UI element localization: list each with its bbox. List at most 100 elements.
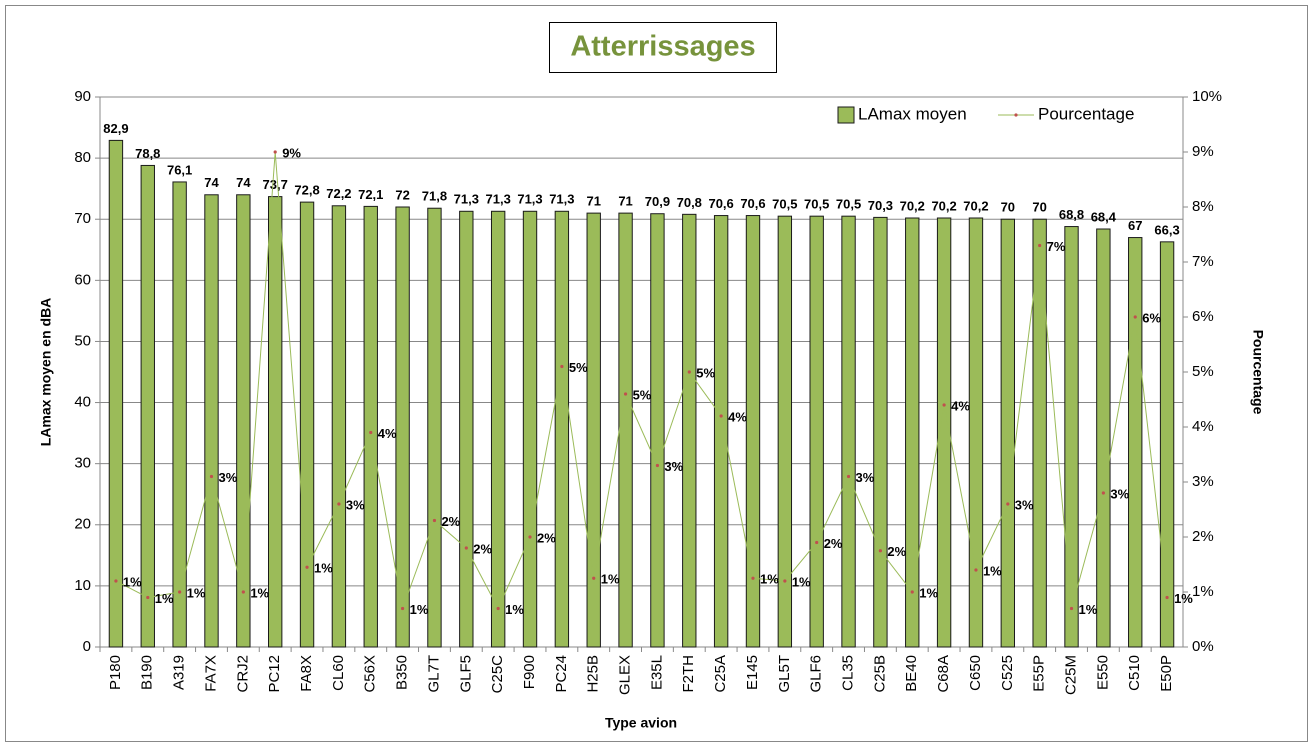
line-marker	[815, 540, 819, 545]
bar	[1064, 226, 1079, 648]
line-marker	[401, 606, 405, 611]
x-tick-label: C650	[967, 655, 984, 691]
y2-tick-label: 1%	[1192, 583, 1214, 600]
x-tick-label: PC24	[553, 655, 570, 693]
line-value-label: 4%	[951, 398, 970, 413]
x-tick-label: PC12	[266, 655, 283, 693]
x-tick-label: C510	[1126, 655, 1143, 691]
line-value-label: 1%	[983, 563, 1002, 578]
bar	[299, 201, 315, 648]
bar-value-label: 71,3	[454, 192, 479, 207]
line-value-label: 3%	[856, 470, 875, 485]
line-marker	[846, 474, 851, 479]
bar	[1096, 228, 1111, 648]
bar	[777, 215, 793, 648]
bar-value-label: 72,8	[294, 183, 319, 198]
x-tick-label: FA8X	[298, 655, 315, 692]
bar-value-label: 70,5	[804, 197, 829, 212]
x-tick-label: FA7X	[202, 655, 219, 692]
bar	[968, 217, 984, 648]
bar-value-label: 70,8	[677, 195, 702, 210]
x-tick-label: E55P	[1031, 655, 1048, 692]
bar	[809, 215, 824, 648]
bar-value-label: 72,2	[326, 186, 351, 201]
line-marker	[1038, 243, 1042, 248]
line-value-label: 1%	[919, 585, 938, 600]
line-value-label: 3%	[1110, 486, 1129, 501]
line-value-label: 2%	[473, 541, 492, 556]
bar	[1032, 218, 1047, 648]
bar	[682, 213, 697, 648]
bar	[1128, 237, 1143, 648]
line-value-label: 1%	[760, 572, 779, 587]
line-value-label: 1%	[314, 561, 333, 576]
line-value-label: 1%	[601, 572, 620, 587]
line-marker	[114, 579, 118, 583]
bar-value-label: 72,1	[358, 187, 383, 202]
line-value-label: 1%	[410, 602, 429, 617]
bar-value-label: 68,4	[1091, 209, 1117, 224]
line-value-label: 2%	[441, 514, 460, 529]
bar	[140, 164, 155, 648]
bar	[363, 205, 378, 648]
x-tick-label: CRJ2	[234, 655, 251, 693]
line-value-label: 2%	[537, 530, 556, 545]
line-marker	[1069, 606, 1074, 611]
line-value-label: 1%	[187, 585, 206, 600]
x-tick-label: E35L	[648, 655, 665, 690]
line-marker	[623, 392, 628, 396]
x-tick-label: C25B	[871, 655, 888, 693]
y-tick-label: 60	[74, 271, 91, 288]
bar-value-label: 70,2	[931, 198, 956, 213]
bar-value-label: 70,6	[740, 196, 765, 211]
y-tick-label: 90	[74, 88, 91, 105]
line-marker	[687, 370, 691, 374]
y2-tick-label: 6%	[1192, 308, 1214, 325]
bar-value-label: 70,3	[868, 198, 893, 213]
y2-tick-label: 10%	[1192, 88, 1222, 105]
y2-tick-label: 5%	[1192, 363, 1214, 380]
y-tick-label: 40	[74, 394, 91, 411]
x-tick-label: E50P	[1158, 655, 1175, 692]
bar-value-label: 74	[236, 175, 251, 190]
bar-value-label: 82,9	[103, 121, 128, 136]
bar-value-label: 78,8	[135, 146, 160, 161]
line-value-label: 5%	[633, 387, 652, 402]
line-marker	[178, 590, 182, 594]
line-marker	[719, 414, 723, 418]
y-tick-label: 70	[74, 210, 91, 227]
y2-tick-label: 7%	[1192, 253, 1214, 270]
y2-tick-label: 4%	[1192, 418, 1214, 435]
line-value-label: 3%	[664, 459, 683, 474]
line-marker	[655, 463, 660, 468]
x-tick-label: C56X	[362, 655, 379, 693]
legend-label: Pourcentage	[1038, 104, 1134, 123]
bar-value-label: 71,3	[517, 192, 542, 207]
bar	[1159, 241, 1175, 648]
x-tick-label: H25B	[585, 655, 602, 693]
bar	[331, 205, 347, 648]
bar-value-label: 71,3	[549, 192, 574, 207]
line-marker	[146, 595, 150, 600]
x-tick-label: F2TH	[680, 655, 697, 693]
y-tick-label: 0	[83, 638, 91, 655]
bar	[841, 215, 856, 648]
x-tick-label: P180	[107, 655, 124, 690]
line-marker	[560, 364, 564, 369]
bar	[204, 194, 219, 648]
bar	[459, 210, 474, 648]
bar	[490, 210, 506, 648]
line-value-label: 3%	[1015, 497, 1034, 512]
x-tick-label: BE40	[903, 655, 920, 692]
line-marker	[592, 576, 596, 580]
line-value-label: 4%	[378, 426, 397, 441]
bar-value-label: 70,2	[900, 198, 925, 213]
x-tick-label: E145	[744, 655, 761, 690]
x-axis-title: Type avion	[605, 715, 677, 731]
bar	[650, 213, 665, 648]
line-marker	[1165, 595, 1169, 600]
y-tick-label: 50	[74, 332, 91, 349]
y-tick-label: 20	[74, 516, 91, 533]
x-tick-label: GL5T	[776, 655, 793, 693]
